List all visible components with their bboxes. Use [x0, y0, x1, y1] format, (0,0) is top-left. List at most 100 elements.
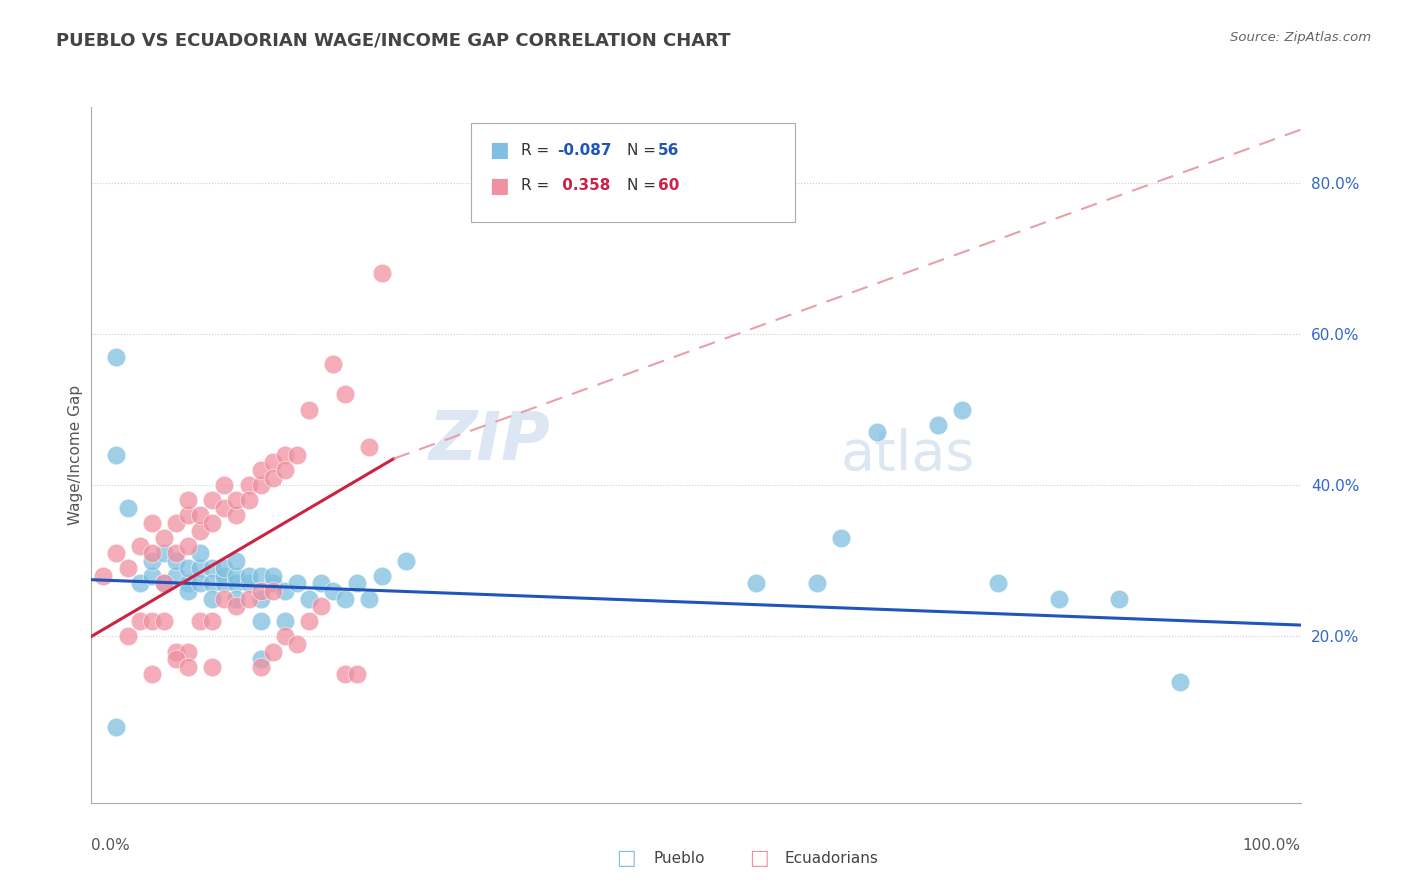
Point [141, 667, 163, 681]
Point [177, 584, 200, 599]
Y-axis label: Wage/Income Gap: Wage/Income Gap [67, 384, 83, 525]
Text: Source: ZipAtlas.com: Source: ZipAtlas.com [1230, 31, 1371, 45]
Point [238, 493, 260, 508]
Point [262, 455, 284, 469]
Point [370, 569, 392, 583]
Point [298, 615, 321, 629]
Point [322, 357, 344, 371]
Point [201, 615, 224, 629]
Point [249, 569, 271, 583]
Point [104, 448, 127, 462]
Point [117, 629, 139, 643]
Text: □: □ [749, 848, 769, 868]
Point [141, 569, 163, 583]
Point [188, 508, 211, 523]
Point [225, 591, 247, 606]
Point [274, 448, 297, 462]
Point [238, 478, 260, 492]
Point [117, 561, 139, 575]
Point [214, 500, 236, 515]
Point [249, 478, 271, 492]
Point [1168, 674, 1191, 689]
Point [806, 576, 828, 591]
Point [262, 644, 284, 658]
Point [177, 561, 200, 575]
Point [93, 569, 115, 583]
Point [214, 576, 236, 591]
Text: 0.0%: 0.0% [91, 838, 131, 853]
Point [249, 615, 271, 629]
Point [274, 463, 297, 477]
Point [830, 531, 852, 545]
Point [177, 644, 200, 658]
Point [104, 546, 127, 560]
Point [188, 524, 211, 538]
Point [201, 493, 224, 508]
Point [141, 554, 163, 568]
Point [201, 576, 224, 591]
Text: □: □ [616, 848, 636, 868]
Point [866, 425, 889, 440]
Point [249, 584, 271, 599]
Point [165, 652, 187, 666]
Point [225, 569, 247, 583]
Point [359, 441, 381, 455]
Point [177, 659, 200, 673]
Point [927, 417, 949, 432]
Point [177, 576, 200, 591]
Point [346, 667, 368, 681]
Point [262, 470, 284, 484]
Point [128, 576, 150, 591]
Point [274, 629, 297, 643]
Point [249, 659, 271, 673]
Point [153, 576, 176, 591]
Point [274, 584, 297, 599]
Point [188, 561, 211, 575]
Point [238, 591, 260, 606]
Point [359, 591, 381, 606]
Point [201, 659, 224, 673]
Point [117, 500, 139, 515]
Point [335, 387, 357, 401]
Point [225, 508, 247, 523]
Point [285, 637, 308, 651]
Text: N =: N = [627, 143, 661, 158]
Point [165, 546, 187, 560]
Point [274, 615, 297, 629]
Point [225, 599, 247, 614]
Point [285, 576, 308, 591]
Point [128, 539, 150, 553]
Point [298, 402, 321, 417]
Point [141, 546, 163, 560]
Point [309, 576, 332, 591]
Point [249, 463, 271, 477]
Point [395, 554, 418, 568]
Point [370, 267, 392, 281]
Point [1047, 591, 1070, 606]
Point [249, 591, 271, 606]
Point [165, 516, 187, 530]
Text: ■: ■ [489, 140, 509, 161]
Point [346, 576, 368, 591]
Point [214, 561, 236, 575]
Point [309, 599, 332, 614]
Point [201, 516, 224, 530]
Point [225, 554, 247, 568]
Point [165, 644, 187, 658]
Text: 100.0%: 100.0% [1243, 838, 1301, 853]
Point [225, 576, 247, 591]
Point [249, 652, 271, 666]
Point [238, 576, 260, 591]
Text: 60: 60 [658, 178, 679, 194]
Text: Pueblo: Pueblo [654, 851, 706, 865]
Text: Ecuadorians: Ecuadorians [785, 851, 879, 865]
Point [153, 546, 176, 560]
Point [1108, 591, 1130, 606]
Text: R =: R = [520, 178, 554, 194]
Point [214, 569, 236, 583]
Point [177, 508, 200, 523]
Point [262, 584, 284, 599]
Point [214, 591, 236, 606]
Point [335, 667, 357, 681]
Point [745, 576, 768, 591]
